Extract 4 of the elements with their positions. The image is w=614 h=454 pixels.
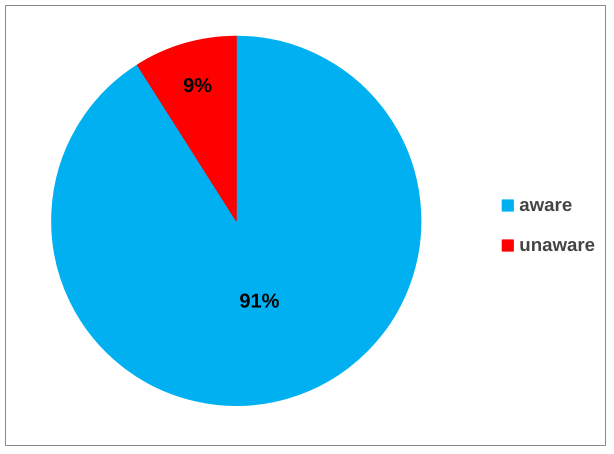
data-label: 91% [239,290,280,313]
data-label: 9% [183,74,212,97]
legend-label: unaware [519,234,595,256]
legend-label: aware [519,194,572,216]
